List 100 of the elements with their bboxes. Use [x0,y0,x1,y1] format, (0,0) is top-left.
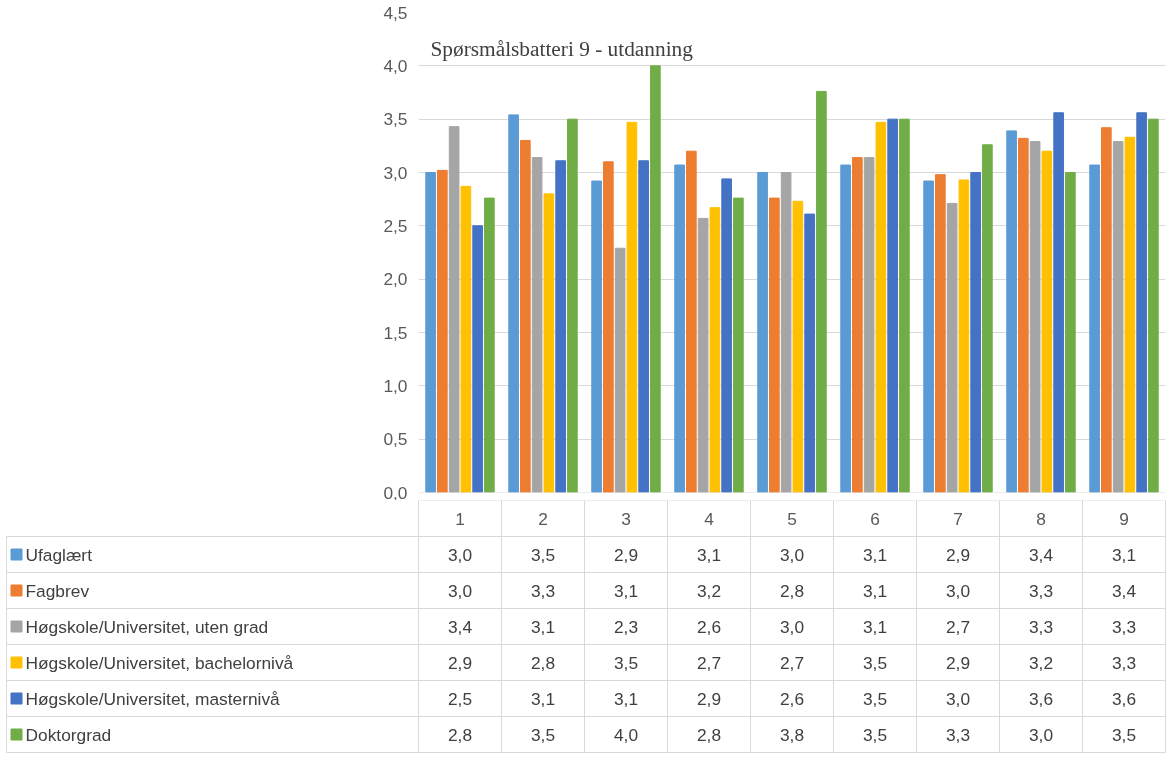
data-label: 3,1 [862,544,888,565]
data-label: 3,1 [530,688,556,709]
data-label: 3,0 [779,544,805,565]
legend-label: Ufaglært [25,544,93,565]
bar [603,161,614,493]
data-label: 2,6 [696,616,722,637]
data-label: 2,9 [945,544,971,565]
bar [1148,118,1159,493]
bar [721,178,732,493]
y-tick-label: 4,5 [383,2,408,23]
bar [935,174,946,493]
data-label: 4,0 [613,724,639,745]
data-label: 2,8 [779,580,805,601]
data-label: 2,9 [945,652,971,673]
bar [709,207,721,493]
bar [1101,127,1112,493]
x-tick-label: 8 [1036,508,1046,529]
bar [591,180,602,493]
data-label: 3,2 [696,580,722,601]
y-tick-label: 0,0 [383,482,408,503]
data-label: 3,3 [1111,652,1137,673]
data-label: 3,5 [530,544,556,565]
data-label: 2,7 [696,652,722,673]
bar [448,126,460,493]
legend-label: Fagbrev [25,580,90,601]
bar [437,169,448,493]
data-label: 3,0 [447,580,473,601]
data-label: 3,1 [862,580,888,601]
data-label: 3,1 [613,688,639,709]
bar [1029,141,1041,493]
data-label: 3,0 [779,616,805,637]
bar [614,247,626,493]
data-label: 3,5 [862,688,888,709]
bar [1136,112,1147,493]
y-tick-label: 2,5 [383,215,408,236]
data-label: 3,3 [1111,616,1137,637]
data-label: 3,0 [1028,724,1054,745]
data-label: 2,7 [779,652,805,673]
data-label: 3,5 [1111,724,1137,745]
data-label: 2,8 [696,724,722,745]
bar [733,197,744,493]
bar [697,217,709,493]
bar [780,172,792,493]
bar [863,157,875,493]
data-label: 3,4 [447,616,473,637]
bar [875,121,887,493]
data-label: 3,3 [1028,580,1054,601]
bar [626,121,638,493]
data-label: 3,3 [1028,616,1054,637]
y-tick-label: 3,0 [383,162,408,183]
bar [816,90,827,493]
x-tick-label: 5 [787,508,797,529]
bar [757,172,768,493]
bar [804,213,815,493]
y-tick-label: 1,5 [383,322,408,343]
data-label: 3,4 [1028,544,1054,565]
bar [674,164,685,493]
bar [543,193,555,493]
bar [1065,172,1076,493]
data-label: 3,5 [613,652,639,673]
bar [638,160,649,493]
data-label: 3,5 [862,652,888,673]
bar [982,144,993,493]
x-tick-label: 6 [870,508,880,529]
data-label: 3,5 [862,724,888,745]
data-label: 3,4 [1111,580,1137,601]
y-tick-label: 4,0 [383,55,408,76]
legend-label: Høgskole/Universitet, masternivå [25,688,281,709]
data-label: 3,8 [779,724,805,745]
data-label: 3,6 [1111,688,1137,709]
data-label: 2,8 [447,724,473,745]
bar [887,118,898,493]
bar [1124,136,1136,493]
bar [531,157,543,493]
data-label: 2,6 [779,688,805,709]
data-label: 2,7 [945,616,971,637]
data-label: 2,8 [530,652,556,673]
x-tick-label: 7 [953,508,963,529]
data-label: 3,0 [447,544,473,565]
legend-label: Doktorgrad [25,724,112,745]
data-label: 3,1 [1111,544,1137,565]
data-label: 2,9 [613,544,639,565]
bar [958,179,970,493]
data-label: 3,1 [696,544,722,565]
bar [484,197,495,493]
data-label: 2,9 [447,652,473,673]
data-label: 3,0 [945,580,971,601]
bar [840,164,851,493]
bar [1018,137,1029,493]
bar [650,65,661,493]
bar [555,160,566,493]
data-label: 3,6 [1028,688,1054,709]
bar [1041,150,1053,493]
bar [460,185,472,493]
data-label: 2,3 [613,616,639,637]
bar [472,225,483,493]
x-tick-label: 2 [538,508,548,529]
data-label: 2,9 [696,688,722,709]
bar [1089,164,1100,493]
y-tick-label: 2,0 [383,269,408,290]
